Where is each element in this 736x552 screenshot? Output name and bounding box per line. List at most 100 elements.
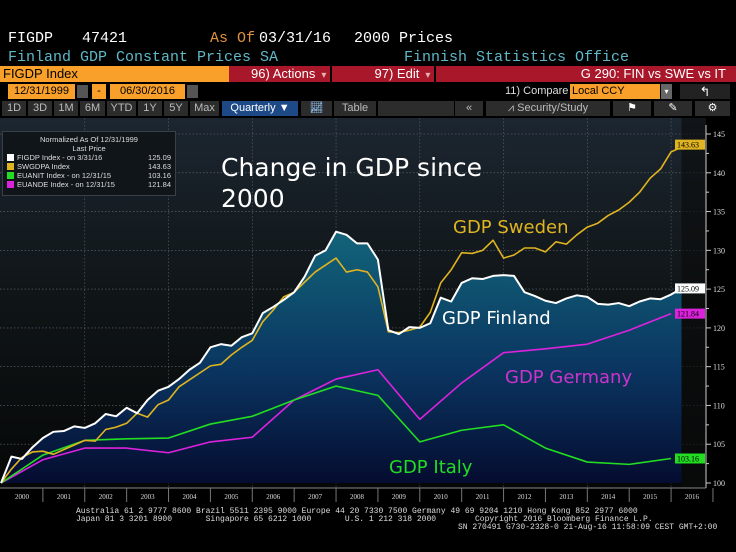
chart-title-bar: G 290: FIN vs SWE vs IT (436, 66, 736, 82)
legend-item-name: FIGDP Index - on 3/31/16 (17, 153, 103, 162)
period-button-5y[interactable]: 5Y (164, 101, 188, 116)
label-germany: GDP Germany (505, 367, 633, 388)
legend-swatch (7, 181, 14, 188)
period-button-max[interactable]: Max (190, 101, 219, 116)
period-button-1d[interactable]: 1D (2, 101, 26, 116)
security-field[interactable]: FIGDP Index (0, 66, 229, 82)
collapse-button[interactable]: « (455, 101, 483, 116)
legend-item[interactable]: SWGDPA Index 143.63 (3, 162, 175, 171)
last-value-badge (675, 308, 705, 319)
legend-item[interactable]: FIGDP Index - on 3/31/16 125.09 (3, 153, 175, 162)
y-tick-label: 105 (713, 440, 725, 449)
period-button-1y[interactable]: 1Y (138, 101, 162, 116)
x-axis-background (0, 488, 706, 504)
label-finland: GDP Finland (442, 308, 551, 329)
actions-label: 96) Actions (251, 66, 316, 81)
series-line-swgdpa-index (0, 143, 693, 484)
frequency-label: Quarterly (230, 102, 276, 114)
legend-item-name: SWGDPA Index (17, 162, 70, 171)
x-tick-label: 2014 (601, 493, 616, 501)
flag-icon[interactable]: ⚑ (613, 101, 651, 116)
x-tick-label: 2002 (99, 493, 114, 501)
last-value-label: 143.63 (677, 141, 699, 150)
dropdown-icon: ▾ (321, 70, 327, 81)
footer-line-3: SN 270491 G730-2328-0 21-Aug-16 11:58:09… (458, 523, 718, 532)
y-tick-label: 135 (713, 208, 725, 217)
legend-swatch (7, 154, 14, 161)
calendar-icon[interactable] (77, 85, 88, 98)
edit-icon[interactable]: ✎ (654, 101, 692, 116)
x-tick-label: 2003 (141, 493, 156, 501)
y-tick-label: 140 (713, 169, 725, 178)
x-tick-label: 2005 (224, 493, 239, 501)
security-study-label: Security/Study (517, 102, 589, 114)
y-tick-label: 110 (713, 401, 725, 410)
y-tick-label: 120 (713, 324, 725, 333)
y-axis-background (706, 118, 736, 493)
last-value-badge (675, 139, 705, 150)
y-tick-label: 115 (713, 363, 725, 372)
y-tick-label: 125 (713, 285, 725, 294)
start-date-input[interactable]: 12/31/1999 (8, 84, 75, 99)
security-study-button[interactable]: ⩘ Security/Study (486, 101, 610, 116)
toolbar-spacer (378, 101, 454, 116)
legend-item-name: EUANIT Index - on 12/31/15 (17, 171, 112, 180)
legend-swatch (7, 163, 14, 170)
legend-item-name: EUANDE Index - on 12/31/15 (17, 180, 115, 189)
x-tick-label: 2006 (266, 493, 281, 501)
legend-item-value: 125.09 (148, 153, 171, 162)
title-line-2: 2000 (221, 184, 285, 213)
calendar-icon[interactable] (187, 85, 198, 98)
legend-swatch (7, 172, 14, 179)
legend-item-value: 143.63 (148, 162, 171, 171)
footer-copyright: Copyright 2016 Bloomberg Finance L.P. (475, 515, 653, 524)
currency-select[interactable]: Local CCY (570, 84, 660, 99)
gear-icon[interactable]: ⚙ (695, 101, 730, 116)
date-separator: - (92, 84, 106, 99)
line-chart-icon[interactable]: 📈︎ (301, 101, 332, 116)
x-tick-label: 2010 (434, 493, 449, 501)
study-icon: ⩘ (507, 102, 518, 114)
back-arrow-icon[interactable]: ↰ (680, 84, 730, 99)
finland-area (1, 231, 682, 483)
ticker: FIGDP (8, 30, 54, 47)
edit-menu[interactable]: 97) Edit ▾ (332, 66, 434, 82)
compare-label[interactable]: 11) Compare (505, 85, 569, 97)
y-tick-label: 100 (713, 479, 725, 488)
x-tick-label: 2016 (685, 493, 700, 501)
x-tick-label: 2000 (15, 493, 30, 501)
x-tick-label: 2015 (643, 493, 658, 501)
legend-subtitle: Last Price (72, 144, 106, 153)
last-value-label: 121.84 (677, 310, 699, 319)
legend-title: Normalized As Of 12/31/1999 (40, 135, 138, 144)
x-tick-label: 2009 (392, 493, 407, 501)
title-line-1: Change in GDP since (221, 153, 482, 182)
period-button-1m[interactable]: 1M (54, 101, 78, 116)
as-of-date: 03/31/16 (259, 30, 332, 47)
period-button-ytd[interactable]: YTD (107, 101, 136, 116)
footer-line-2: Japan 81 3 3201 8900 Singapore 65 6212 1… (76, 515, 437, 524)
legend-item[interactable]: EUANDE Index - on 12/31/15 121.84 (3, 180, 175, 189)
currency-dropdown-icon[interactable]: ▾ (661, 84, 672, 99)
last-value-label: 103.16 (677, 454, 699, 463)
forecast-region (681, 118, 706, 488)
security-value: 47421 (82, 30, 128, 47)
period-button-6m[interactable]: 6M (80, 101, 105, 116)
table-button[interactable]: Table (334, 101, 376, 116)
x-tick-label: 2001 (57, 493, 72, 501)
period-button-3d[interactable]: 3D (28, 101, 52, 116)
legend-item[interactable]: EUANIT Index - on 12/31/15 103.16 (3, 171, 175, 180)
dropdown-icon: ▼ (278, 102, 290, 114)
series-line-figdp-index (0, 230, 683, 484)
as-of-label: As Of (210, 30, 256, 47)
x-tick-label: 2007 (308, 493, 323, 501)
legend: Normalized As Of 12/31/1999 Last Price F… (2, 131, 176, 196)
x-tick-label: 2012 (518, 493, 533, 501)
end-date-input[interactable]: 06/30/2016 (110, 84, 185, 99)
label-italy: GDP Italy (389, 457, 473, 478)
x-tick-label: 2011 (476, 493, 490, 501)
legend-item-value: 121.84 (148, 180, 171, 189)
edit-label: 97) Edit (374, 66, 420, 81)
frequency-select[interactable]: Quarterly ▼ (222, 101, 298, 116)
actions-menu[interactable]: 96) Actions ▾ (229, 66, 330, 82)
